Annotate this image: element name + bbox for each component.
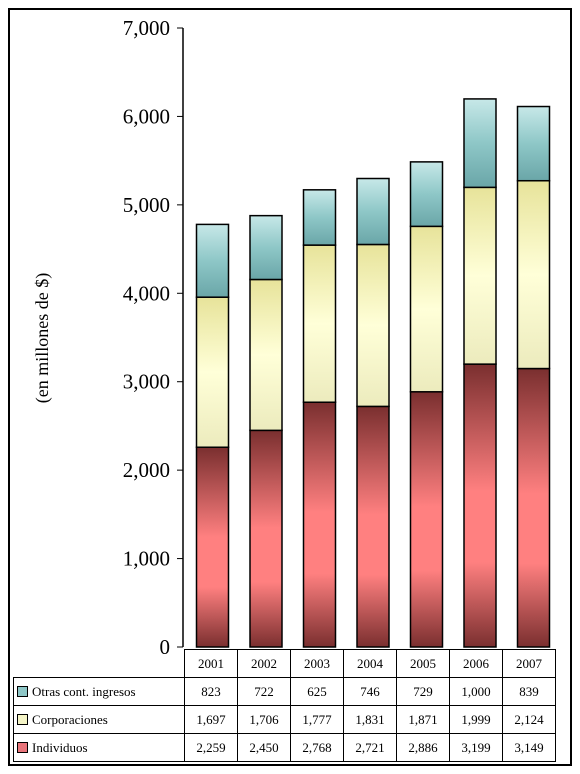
data-table-corner [14, 650, 185, 678]
data-table-value-cell: 2,450 [237, 733, 291, 762]
bar-segment-otras-cont-ingresos-2004 [356, 177, 390, 246]
data-table-value-cell: 2,886 [396, 733, 450, 762]
y-tick-label: 7,000 [123, 16, 170, 40]
bar-segment-individuos-2004 [356, 405, 390, 648]
bar-segment-corporaciones-2004 [356, 243, 390, 408]
legend-swatch [17, 713, 28, 725]
data-table-row: Individuos 2,259 2,450 2,768 2,721 2,886 3,199… [13, 733, 556, 762]
data-table-year-cell: 2003 [290, 649, 344, 678]
data-table-value-cell: 1,697 [184, 705, 238, 734]
bar-segment-corporaciones-2007 [516, 179, 551, 370]
bar-segment-individuos-2006 [463, 363, 497, 648]
data-table-value-cell: 2,768 [290, 733, 344, 762]
bar-segment-otras-cont-ingresos-2001 [195, 223, 230, 298]
data-table-value-cell: 1,831 [343, 705, 397, 734]
legend-swatch [17, 741, 28, 753]
data-table-value-cell: 1,871 [396, 705, 450, 734]
bar-segment-otras-cont-ingresos-2003 [302, 189, 337, 246]
legend-label: Otras cont. ingresos [32, 683, 136, 699]
data-table-year-cell: 2006 [449, 649, 503, 678]
bar-segment-individuos-2005 [409, 391, 444, 648]
data-table-value-cell: 1,000 [449, 677, 503, 706]
bar-segment-otras-cont-ingresos-2007 [516, 105, 551, 182]
legend-label: Individuos [32, 739, 88, 755]
y-tick-label: 2,000 [123, 458, 170, 482]
bar-segment-otras-cont-ingresos-2005 [409, 161, 444, 228]
y-axis-label: (en millones de $) [32, 273, 53, 403]
data-table-year-cell: 2004 [343, 649, 397, 678]
legend-swatch [17, 685, 28, 697]
bar-segment-individuos-2001 [195, 446, 230, 648]
data-table-value-cell: 2,124 [502, 705, 556, 734]
data-table-value-cell: 729 [396, 677, 450, 706]
bar-segment-individuos-2002 [249, 429, 283, 648]
data-table-value-cell: 3,199 [449, 733, 503, 762]
data-table-value-cell: 2,259 [184, 733, 238, 762]
data-table-value-cell: 823 [184, 677, 238, 706]
data-table-year-cell: 2002 [237, 649, 291, 678]
data-table-row: Corporaciones 1,697 1,706 1,777 1,831 1,871 1,… [13, 705, 556, 734]
bar-segment-corporaciones-2003 [302, 244, 337, 403]
data-table-year-cell: 2001 [184, 649, 238, 678]
y-tick-label: 3,000 [123, 370, 170, 394]
data-table-year-cell: 2005 [396, 649, 450, 678]
bar-segment-individuos-2007 [516, 367, 551, 648]
data-table: 2001 2002 2003 2004 2005 2006 2007 Otras cont.… [13, 649, 556, 762]
data-table-value-cell: 1,999 [449, 705, 503, 734]
bar-segment-corporaciones-2005 [409, 225, 444, 393]
y-tick-label: 6,000 [123, 104, 170, 128]
y-tick-label: 0 [160, 635, 171, 659]
data-table-value-cell: 746 [343, 677, 397, 706]
legend-entry: Individuos [13, 733, 185, 762]
bar-segment-otras-cont-ingresos-2002 [249, 214, 283, 281]
bar-segment-corporaciones-2002 [249, 278, 283, 432]
y-tick-label: 4,000 [123, 281, 170, 305]
legend-entry: Otras cont. ingresos [13, 677, 185, 706]
data-table-value-cell: 1,706 [237, 705, 291, 734]
data-table-value-cell: 2,721 [343, 733, 397, 762]
data-table-row: Otras cont. ingresos 823 722 625 746 729 1,000… [13, 677, 556, 706]
data-table-value-cell: 722 [237, 677, 291, 706]
legend-entry: Corporaciones [13, 705, 185, 734]
data-table-value-cell: 1,777 [290, 705, 344, 734]
y-tick-label: 5,000 [123, 193, 170, 217]
data-table-value-cell: 625 [290, 677, 344, 706]
bar-segment-corporaciones-2006 [463, 186, 497, 365]
data-table-header-row: 2001 2002 2003 2004 2005 2006 2007 [14, 649, 556, 678]
bar-segment-corporaciones-2001 [195, 296, 230, 448]
chart-frame [8, 8, 572, 766]
data-table-value-cell: 3,149 [502, 733, 556, 762]
y-tick-label: 1,000 [123, 547, 170, 571]
bar-segment-otras-cont-ingresos-2006 [463, 98, 497, 189]
data-table-year-cell: 2007 [502, 649, 556, 678]
bar-segment-individuos-2003 [302, 401, 337, 648]
data-table-value-cell: 839 [502, 677, 556, 706]
legend-label: Corporaciones [32, 711, 108, 727]
